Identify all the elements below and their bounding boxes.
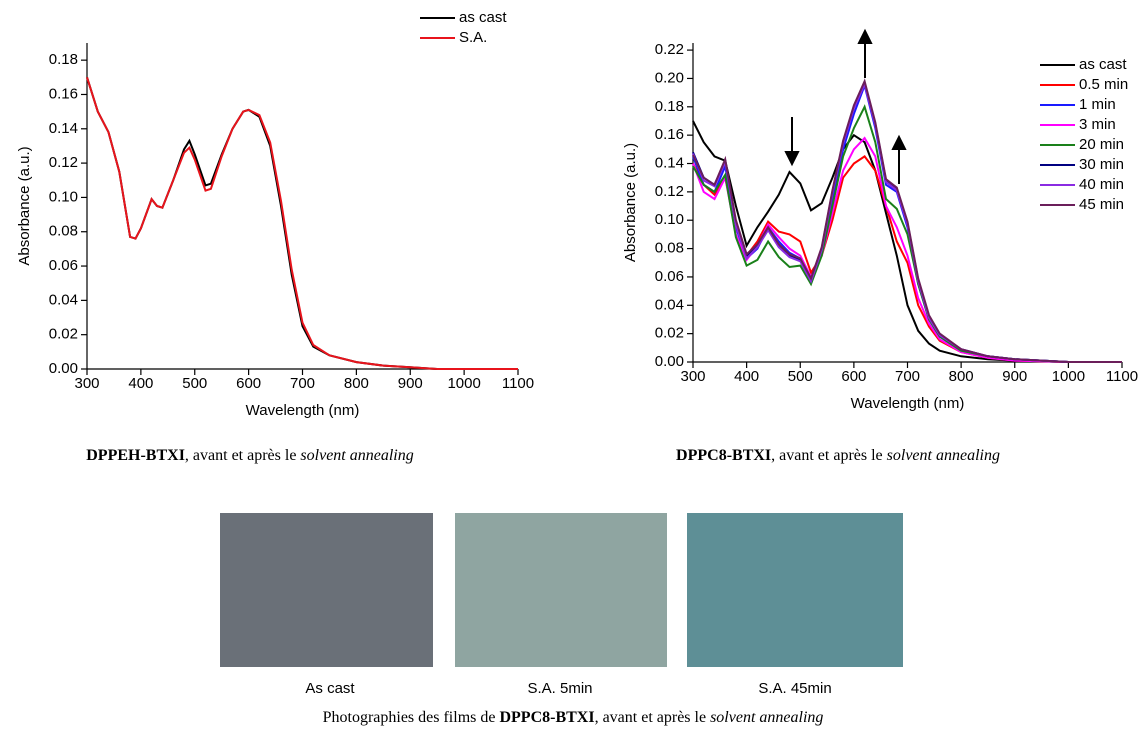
series-line xyxy=(86,76,518,370)
photo-label: S.A. 5min xyxy=(527,680,592,697)
caption-text: , avant et après le xyxy=(185,447,301,464)
y-tick-label: 0.02 xyxy=(49,326,78,343)
photo xyxy=(687,513,903,667)
legend-label: as cast xyxy=(459,9,507,26)
y-tick-label: 0.04 xyxy=(49,291,78,308)
x-tick-label: 500 xyxy=(788,368,813,385)
y-axis-label: Absorbance (a.u.) xyxy=(622,143,639,262)
x-tick-label: 1100 xyxy=(502,375,534,392)
arrow-head xyxy=(857,28,873,44)
legend-label: 30 min xyxy=(1079,156,1124,173)
caption-bold: DPPC8-BTXI xyxy=(499,709,594,726)
photo xyxy=(455,513,667,667)
x-tick-label: 1000 xyxy=(447,375,480,392)
arrow-head xyxy=(891,134,907,150)
legend-label: 45 min xyxy=(1079,196,1124,213)
y-tick-label: 0.06 xyxy=(49,257,78,274)
x-tick-label: 700 xyxy=(895,368,920,385)
photo xyxy=(220,513,433,667)
x-tick-label: 500 xyxy=(182,375,207,392)
series-line xyxy=(86,76,518,370)
y-axis-label: Absorbance (a.u.) xyxy=(16,146,33,265)
y-tick-label: 0.08 xyxy=(49,223,78,240)
x-tick-label: 600 xyxy=(236,375,261,392)
y-tick-label: 0.14 xyxy=(49,120,78,137)
x-tick-label: 600 xyxy=(841,368,866,385)
y-tick-label: 0.14 xyxy=(655,154,684,171)
legend-label: S.A. xyxy=(459,29,487,46)
y-tick-label: 0.16 xyxy=(49,85,78,102)
x-tick-label: 300 xyxy=(680,368,705,385)
series-line xyxy=(692,78,1122,363)
y-tick-label: 0.00 xyxy=(655,353,684,370)
y-tick-label: 0.00 xyxy=(49,360,78,377)
caption-text: , avant et après le xyxy=(595,709,711,726)
caption-bold: DPPC8-BTXI xyxy=(676,447,771,464)
x-tick-label: 400 xyxy=(128,375,153,392)
y-tick-label: 0.22 xyxy=(655,41,684,58)
x-tick-label: 900 xyxy=(398,375,423,392)
caption-italic: solvent annealing xyxy=(710,709,823,726)
y-tick-label: 0.10 xyxy=(49,188,78,205)
legend-label: as cast xyxy=(1079,56,1127,73)
caption-text: Photographies des films de xyxy=(323,709,500,726)
x-tick-label: 300 xyxy=(74,375,99,392)
series-line xyxy=(692,136,1122,363)
caption: DPPEH-BTXI, avant et après le solvent an… xyxy=(86,447,413,464)
y-tick-label: 0.12 xyxy=(655,183,684,200)
arrows xyxy=(784,28,907,184)
legend-label: 1 min xyxy=(1079,96,1116,113)
legend-label: 20 min xyxy=(1079,136,1124,153)
y-tick-label: 0.04 xyxy=(655,296,684,313)
legend-label: 3 min xyxy=(1079,116,1116,133)
x-tick-label: 1000 xyxy=(1052,368,1085,385)
caption-text: , avant et après le xyxy=(771,447,887,464)
caption-bold: DPPEH-BTXI xyxy=(86,447,185,464)
x-tick-label: 1100 xyxy=(1106,368,1138,385)
arrow-head xyxy=(784,151,800,167)
y-tick-label: 0.06 xyxy=(655,268,684,285)
y-tick-label: 0.18 xyxy=(655,98,684,115)
caption-italic: solvent annealing xyxy=(300,447,413,464)
series-line xyxy=(692,104,1122,363)
y-tick-label: 0.16 xyxy=(655,126,684,143)
x-tick-label: 900 xyxy=(1002,368,1027,385)
legend-label: 0.5 min xyxy=(1079,76,1128,93)
photo-label: As cast xyxy=(305,680,355,697)
legend-label: 40 min xyxy=(1079,176,1124,193)
y-tick-label: 0.12 xyxy=(49,154,78,171)
y-tick-label: 0.02 xyxy=(655,325,684,342)
x-tick-label: 700 xyxy=(290,375,315,392)
x-axis-label: Wavelength (nm) xyxy=(851,395,965,412)
x-axis-label: Wavelength (nm) xyxy=(246,402,360,419)
y-tick-label: 0.10 xyxy=(655,211,684,228)
y-tick-label: 0.08 xyxy=(655,240,684,257)
x-tick-label: 800 xyxy=(949,368,974,385)
y-tick-label: 0.20 xyxy=(655,69,684,86)
photo-label: S.A. 45min xyxy=(758,680,831,697)
caption-italic: solvent annealing xyxy=(887,447,1000,464)
caption: DPPC8-BTXI, avant et après le solvent an… xyxy=(676,447,1000,464)
x-tick-label: 400 xyxy=(734,368,759,385)
x-tick-label: 800 xyxy=(344,375,369,392)
photo-caption: Photographies des films de DPPC8-BTXI, a… xyxy=(323,709,824,726)
y-tick-label: 0.18 xyxy=(49,51,78,68)
